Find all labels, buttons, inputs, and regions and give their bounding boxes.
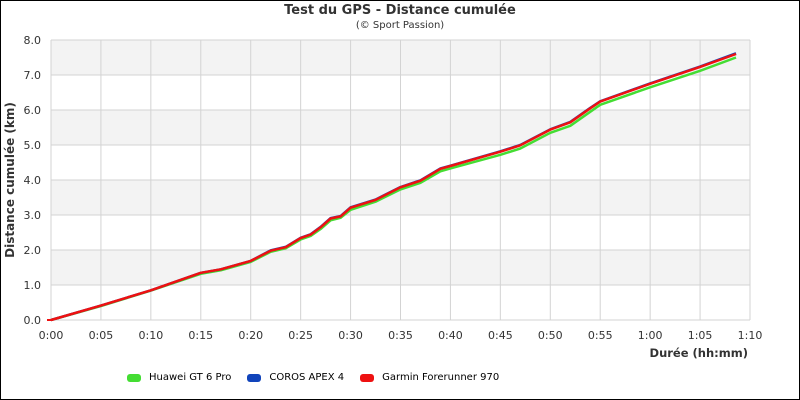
- y-tick-label: 5.0: [24, 139, 42, 152]
- legend: Huawei GT 6 Pro COROS APEX 4 Garmin Fore…: [127, 372, 515, 383]
- x-tick-label: 0:35: [388, 329, 413, 342]
- y-tick-label: 4.0: [24, 174, 42, 187]
- chart-subtitle: (© Sport Passion): [355, 20, 445, 31]
- y-tick-label: 3.0: [24, 209, 42, 222]
- y-tick-label: 1.0: [24, 279, 42, 292]
- x-tick-label: 0:40: [438, 329, 463, 342]
- x-tick-label: 0:15: [188, 329, 213, 342]
- legend-item-coros: COROS APEX 4: [247, 372, 344, 383]
- y-tick-label: 2.0: [24, 244, 42, 257]
- legend-item-garmin: Garmin Forerunner 970: [360, 372, 499, 383]
- series-line-garmin-forerunner-970: [50, 52, 737, 322]
- x-tick-label: 0:50: [538, 329, 563, 342]
- x-tick-label: 0:00: [39, 329, 64, 342]
- x-tick-label: 0:45: [488, 329, 513, 342]
- y-axis-label: Distance cumulée (km): [3, 102, 17, 258]
- chart-title: Test du GPS - Distance cumulée: [284, 3, 516, 18]
- x-tick-label: 0:10: [139, 329, 164, 342]
- y-tick-label: 0.0: [24, 314, 42, 327]
- y-tick-label: 7.0: [24, 69, 42, 82]
- y-tick-label: 8.0: [24, 34, 42, 47]
- y-tick-label: 6.0: [24, 104, 42, 117]
- x-tick-label: 0:05: [89, 329, 114, 342]
- x-axis-label: Durée (hh:mm): [650, 346, 748, 360]
- x-tick-label: 0:25: [288, 329, 313, 342]
- legend-swatch-garmin: [360, 373, 375, 382]
- legend-swatch-huawei: [127, 373, 141, 382]
- x-tick-label: 1:05: [688, 329, 713, 342]
- x-tick-label: 1:00: [638, 329, 663, 342]
- legend-label: Huawei GT 6 Pro: [149, 372, 232, 383]
- x-tick-label: 0:55: [588, 329, 613, 342]
- legend-label: COROS APEX 4: [269, 372, 345, 383]
- x-tick-label: 1:10: [738, 329, 763, 342]
- legend-item-huawei: Huawei GT 6 Pro: [127, 372, 231, 383]
- x-tick-label: 0:20: [238, 329, 263, 342]
- x-tick-label: 0:30: [338, 329, 363, 342]
- legend-swatch-coros: [247, 373, 262, 382]
- legend-label: Garmin Forerunner 970: [382, 372, 500, 383]
